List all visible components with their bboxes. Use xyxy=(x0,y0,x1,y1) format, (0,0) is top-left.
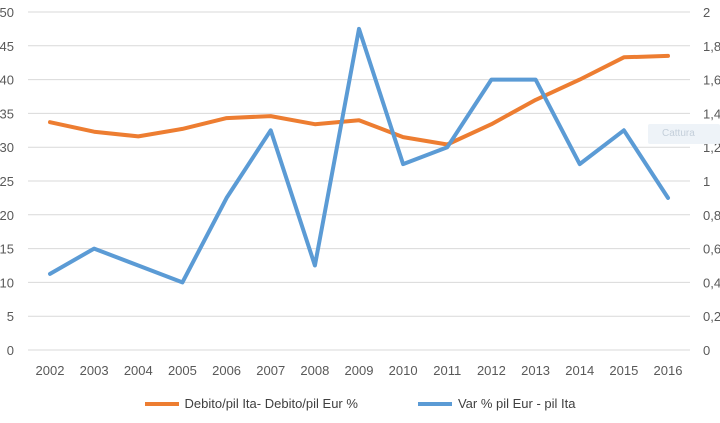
x-tick-label: 2009 xyxy=(345,363,374,378)
legend-label-debito: Debito/pil Ita- Debito/pil Eur % xyxy=(184,396,358,411)
left-tick-label: 50 xyxy=(0,5,14,20)
legend-label-var-pil: Var % pil Eur - pil Ita xyxy=(457,396,576,411)
left-tick-label: 40 xyxy=(0,73,14,88)
left-tick-label: 15 xyxy=(0,242,14,257)
x-tick-label: 2016 xyxy=(654,363,683,378)
x-tick-label: 2003 xyxy=(80,363,109,378)
x-tick-label: 2002 xyxy=(36,363,65,378)
x-tick-label: 2006 xyxy=(212,363,241,378)
right-tick-label: 0,8 xyxy=(703,208,720,223)
left-tick-label: 10 xyxy=(0,275,14,290)
series-lines xyxy=(48,26,670,285)
gridlines xyxy=(28,11,690,351)
left-tick-label: 25 xyxy=(0,174,14,189)
legend-item-var-pil: Var % pil Eur - pil Ita xyxy=(417,396,576,411)
x-tick-label: 2007 xyxy=(256,363,285,378)
right-tick-label: 2 xyxy=(703,5,710,20)
legend: Debito/pil Ita- Debito/pil Eur % Var % p… xyxy=(0,396,720,411)
legend-item-debito: Debito/pil Ita- Debito/pil Eur % xyxy=(144,396,358,411)
right-tick-label: 1,6 xyxy=(703,73,720,88)
capture-overlay-tag[interactable]: Cattura xyxy=(648,124,720,144)
x-tick-label: 2013 xyxy=(521,363,550,378)
legend-swatch-debito xyxy=(144,401,179,406)
x-tick-label: 2008 xyxy=(300,363,329,378)
left-tick-label: 45 xyxy=(0,39,14,54)
capture-overlay-label: Cattura xyxy=(662,128,695,139)
x-tick-label: 2011 xyxy=(433,363,461,378)
left-tick-label: 20 xyxy=(0,208,14,223)
series-line-var-pil xyxy=(48,26,670,285)
series-line-debito xyxy=(48,53,670,147)
x-tick-label: 2012 xyxy=(477,363,506,378)
right-tick-label: 1,8 xyxy=(703,39,720,54)
x-tick-label: 2004 xyxy=(124,363,153,378)
left-tick-label: 0 xyxy=(7,343,14,358)
right-tick-label: 0 xyxy=(703,343,710,358)
right-tick-label: 0,2 xyxy=(703,309,720,324)
left-tick-label: 35 xyxy=(0,106,14,121)
right-axis-ticks: 00,20,40,60,811,21,41,61,82 xyxy=(703,5,720,358)
x-axis-ticks: 2002 2003 2004 2005 2006 2007 2008 2009 2010 2011… xyxy=(36,363,683,378)
left-axis-ticks: 0 5 10 15 20 25 30 35 40 45 50 xyxy=(0,5,14,358)
x-tick-label: 2015 xyxy=(609,363,638,378)
x-tick-label: 2010 xyxy=(389,363,418,378)
right-tick-label: 1 xyxy=(703,174,710,189)
right-tick-label: 0,4 xyxy=(703,275,720,290)
legend-swatch-var-pil xyxy=(417,401,452,406)
x-tick-label: 2005 xyxy=(168,363,197,378)
x-tick-label: 2014 xyxy=(565,363,594,378)
left-tick-label: 30 xyxy=(0,140,14,155)
right-tick-label: 1,4 xyxy=(703,106,720,121)
left-tick-label: 5 xyxy=(7,309,14,324)
right-tick-label: 0,6 xyxy=(703,242,720,257)
